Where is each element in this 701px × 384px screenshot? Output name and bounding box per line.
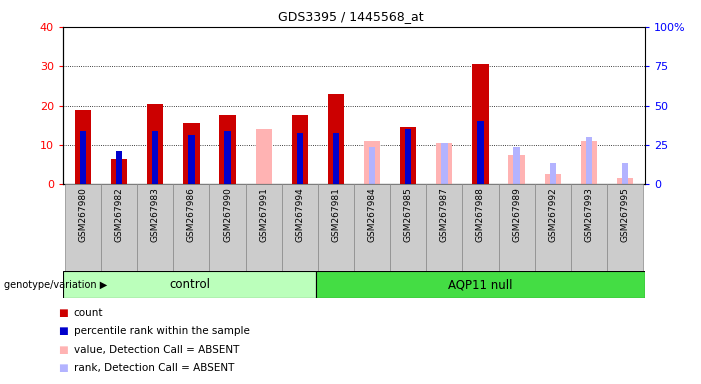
Bar xyxy=(426,184,463,271)
Bar xyxy=(147,104,163,184)
Text: GSM267994: GSM267994 xyxy=(295,187,304,242)
Bar xyxy=(333,133,339,184)
Bar xyxy=(508,155,525,184)
Bar xyxy=(441,143,448,184)
Bar xyxy=(328,94,344,184)
Text: control: control xyxy=(169,278,210,291)
Bar xyxy=(498,184,535,271)
Text: GSM267983: GSM267983 xyxy=(151,187,160,242)
Text: GDS3395 / 1445568_at: GDS3395 / 1445568_at xyxy=(278,10,423,23)
Bar xyxy=(65,184,101,271)
Bar xyxy=(116,151,123,184)
Bar xyxy=(436,143,452,184)
Text: GSM267986: GSM267986 xyxy=(187,187,196,242)
Bar xyxy=(580,141,597,184)
Bar xyxy=(173,184,210,271)
Bar xyxy=(80,131,86,184)
Bar xyxy=(101,184,137,271)
Text: ■: ■ xyxy=(58,363,68,373)
Text: rank, Detection Call = ABSENT: rank, Detection Call = ABSENT xyxy=(74,363,234,373)
Bar xyxy=(219,116,236,184)
Bar xyxy=(571,184,607,271)
Text: GSM267982: GSM267982 xyxy=(114,187,123,242)
Bar xyxy=(63,271,316,298)
Text: GSM267993: GSM267993 xyxy=(585,187,594,242)
Bar xyxy=(152,131,158,184)
Text: GSM267995: GSM267995 xyxy=(620,187,629,242)
Text: GSM267984: GSM267984 xyxy=(367,187,376,242)
Text: ■: ■ xyxy=(58,308,68,318)
Bar xyxy=(297,133,303,184)
Text: count: count xyxy=(74,308,103,318)
Text: genotype/variation ▶: genotype/variation ▶ xyxy=(4,280,107,290)
Bar xyxy=(585,137,592,184)
Bar xyxy=(400,127,416,184)
Bar xyxy=(545,174,561,184)
Bar xyxy=(405,129,411,184)
Bar xyxy=(354,184,390,271)
Bar xyxy=(622,163,628,184)
Bar xyxy=(463,184,498,271)
Text: GSM267980: GSM267980 xyxy=(79,187,88,242)
Text: GSM267981: GSM267981 xyxy=(332,187,341,242)
Bar xyxy=(137,184,173,271)
Bar xyxy=(550,163,556,184)
Text: AQP11 null: AQP11 null xyxy=(448,278,512,291)
Bar xyxy=(364,141,380,184)
Bar xyxy=(390,184,426,271)
Bar xyxy=(369,147,375,184)
Text: GSM267990: GSM267990 xyxy=(223,187,232,242)
Text: GSM267987: GSM267987 xyxy=(440,187,449,242)
Bar xyxy=(188,135,195,184)
Text: GSM267989: GSM267989 xyxy=(512,187,521,242)
Bar xyxy=(316,271,645,298)
Bar xyxy=(617,179,633,184)
Bar xyxy=(256,129,272,184)
Bar xyxy=(607,184,643,271)
Text: ■: ■ xyxy=(58,326,68,336)
Text: GSM267991: GSM267991 xyxy=(259,187,268,242)
Text: GSM267988: GSM267988 xyxy=(476,187,485,242)
Bar xyxy=(111,159,128,184)
Bar xyxy=(477,121,484,184)
Bar xyxy=(318,184,354,271)
Bar xyxy=(183,123,200,184)
Bar xyxy=(282,184,318,271)
Text: GSM267985: GSM267985 xyxy=(404,187,413,242)
Bar xyxy=(535,184,571,271)
Bar xyxy=(472,64,489,184)
Text: ■: ■ xyxy=(58,345,68,355)
Bar xyxy=(224,131,231,184)
Text: value, Detection Call = ABSENT: value, Detection Call = ABSENT xyxy=(74,345,239,355)
Bar xyxy=(210,184,245,271)
Text: percentile rank within the sample: percentile rank within the sample xyxy=(74,326,250,336)
Bar xyxy=(75,109,91,184)
Bar xyxy=(292,116,308,184)
Text: GSM267992: GSM267992 xyxy=(548,187,557,242)
Bar xyxy=(513,147,520,184)
Bar xyxy=(245,184,282,271)
